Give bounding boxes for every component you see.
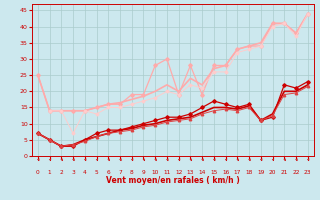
X-axis label: Vent moyen/en rafales ( km/h ): Vent moyen/en rafales ( km/h ) [106, 176, 240, 185]
